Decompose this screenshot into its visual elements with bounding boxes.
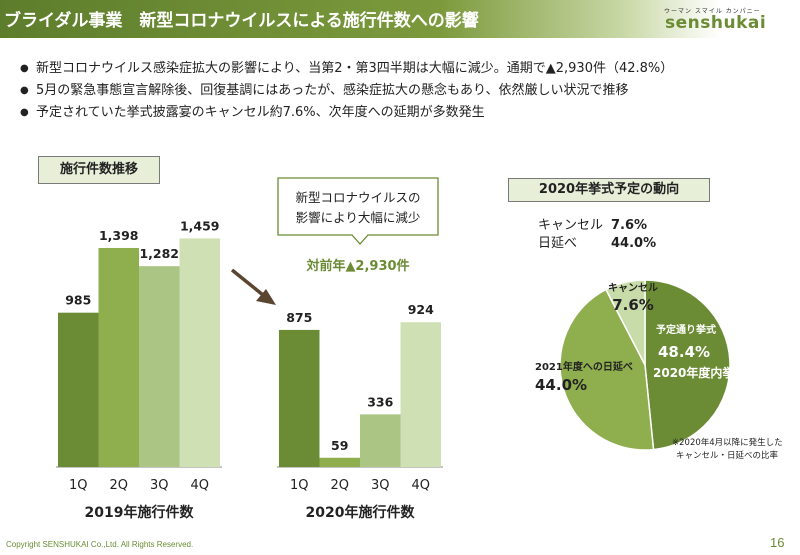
pie-chart-tag: 2020年挙式予定の動向 [508, 178, 710, 202]
pie-label-scheduled: 予定通り挙式 [656, 323, 716, 336]
bar-chart-2019: 985 1Q 1,398 2Q 1,282 3Q 1,459 4Q 2019年施行件数 [56, 218, 222, 521]
tick-label-2020-2q: 2Q [330, 478, 349, 493]
bullet-item: ● 新型コロナウイルス感染症拡大の影響により、当第2・第3四半期は大幅に減少。通期… [20, 58, 780, 80]
pie-summary: キャンセル 7.6% 日延べ 44.0% [538, 218, 656, 251]
tick-label-2019-4q: 4Q [190, 478, 209, 493]
bullet-dot: ● [20, 63, 29, 74]
pie-note-line1: ※2020年4月以降に発生した [672, 437, 783, 448]
data-label-2020-2q: 59 [331, 438, 348, 453]
bullet-text: 予定されていた挙式披露宴のキャンセル約7.6%、次年度への延期が多数発生 [36, 105, 485, 120]
bar-2020-3q [360, 414, 401, 467]
company-logo: senshukai [665, 13, 767, 33]
pie-summary-label-postponed: 日延べ [538, 236, 577, 251]
pie-slice-postponed [559, 288, 655, 451]
tick-label-2020-4q: 4Q [411, 478, 430, 493]
pie-label-cancel: キャンセル [608, 282, 658, 294]
pie-value-cancel: 7.6% [612, 296, 654, 314]
tick-label-2019-3q: 3Q [150, 478, 169, 493]
data-label-2020-1q: 875 [286, 310, 312, 325]
bullet-list: ● 新型コロナウイルス感染症拡大の影響により、当第2・第3四半期は大幅に減少。通期… [20, 58, 780, 124]
data-label-2020-3q: 336 [367, 394, 393, 409]
pie-value-scheduled: 48.4% [658, 343, 710, 361]
data-label-2020-4q: 924 [408, 302, 434, 317]
logo-tagline: ウーマン スマイル カンパニー [664, 8, 761, 15]
page-number: 16 [770, 535, 785, 550]
pie-slice-cancel [604, 279, 646, 366]
pie-summary-value-postponed: 44.0% [611, 236, 656, 251]
yoy-text: 対前年▲2,930件 [305, 258, 409, 274]
arrow-icon [230, 268, 276, 305]
tick-label-2019-1q: 1Q [69, 478, 88, 493]
bullet-dot: ● [20, 107, 29, 118]
data-label-2019-4q: 1,459 [180, 218, 220, 233]
pie-slice-scheduled [644, 279, 731, 451]
pie-note-line2: キャンセル・日延べの比率 [676, 450, 779, 461]
pie-sublabel-scheduled: 2020年度内挙式 [653, 365, 746, 380]
bullet-item: ● 5月の緊急事態宣言解除後、回復基調にはあったが、感染症拡大の懸念もあり、依然厳… [20, 80, 780, 102]
page-title: ブライダル事業 新型コロナウイルスによる施行件数への影響 [4, 11, 479, 31]
chart-title-2020: 2020年施行件数 [306, 504, 416, 521]
bar-2019-1q [58, 312, 99, 467]
bullet-dot: ● [20, 85, 29, 96]
bullet-item: ● 予定されていた挙式披露宴のキャンセル約7.6%、次年度への延期が多数発生 [20, 102, 780, 124]
pie-summary-value-cancel: 7.6% [611, 218, 647, 233]
tick-label-2020-3q: 3Q [371, 478, 390, 493]
pie-summary-label-cancel: キャンセル [538, 218, 603, 233]
callout-line1: 新型コロナウイルスの [295, 190, 420, 205]
tick-label-2019-2q: 2Q [109, 478, 128, 493]
bar-chart-tag: 施行件数推移 [38, 156, 160, 184]
bar-2020-2q [319, 457, 360, 467]
bar-chart-2020: 875 1Q 59 2Q 336 3Q 924 4Q 2020年施行件数 [277, 302, 443, 521]
callout-line2: 影響により大幅に減少 [296, 210, 421, 225]
pie-chart: 予定通り挙式 48.4% 2020年度内挙式 2021年度への日延べ 44.0% キャンセ… [535, 279, 746, 451]
data-label-2019-1q: 985 [65, 293, 91, 308]
data-label-2019-3q: 1,282 [139, 246, 179, 261]
copyright: Copyright SENSHUKAI Co.,Ltd. All Rights … [6, 540, 194, 549]
pie-label-postponed: 2021年度への日延べ [535, 360, 633, 373]
bullet-text: 5月の緊急事態宣言解除後、回復基調にはあったが、感染症拡大の懸念もあり、依然厳し… [36, 83, 629, 98]
data-label-2019-2q: 1,398 [99, 228, 139, 243]
header-bar: ブライダル事業 新型コロナウイルスによる施行件数への影響 ウーマン スマイル カ… [0, 0, 800, 38]
bar-2019-3q [139, 266, 180, 467]
pie-value-postponed: 44.0% [535, 376, 587, 394]
bar-2019-2q [98, 247, 139, 467]
callout-border [277, 177, 439, 245]
bar-2020-1q [279, 329, 320, 467]
bar-2019-4q [179, 238, 220, 467]
bullet-text: 新型コロナウイルス感染症拡大の影響により、当第2・第3四半期は大幅に減少。通期で… [36, 61, 674, 76]
bar-2020-4q [400, 322, 441, 467]
chart-title-2019: 2019年施行件数 [85, 504, 195, 521]
callout-box: 新型コロナウイルスの 影響により大幅に減少 [277, 177, 439, 245]
tick-label-2020-1q: 1Q [290, 478, 309, 493]
